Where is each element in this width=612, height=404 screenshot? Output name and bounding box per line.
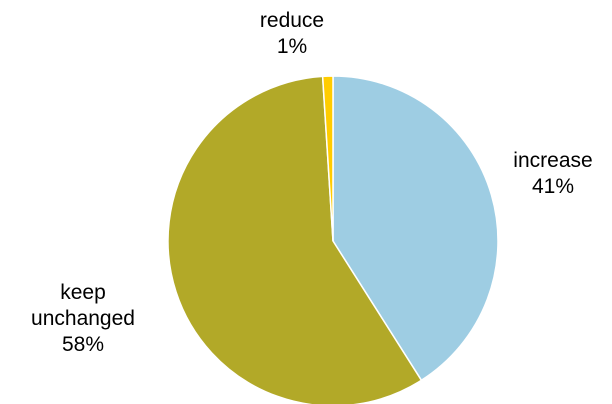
label-keep-value: 58%: [61, 333, 105, 356]
pie-slice-reduce: [321, 75, 334, 242]
label-keep-name: keep: [60, 281, 106, 304]
label-increase: increase 41%: [494, 148, 612, 200]
pie-slice-increase: [332, 75, 499, 382]
label-reduce-name: reduce: [259, 9, 325, 32]
label-reduce: reduce 1%: [238, 8, 346, 60]
label-reduce-value: 1%: [276, 35, 308, 58]
label-keep-unchanged: keep unchanged 58%: [8, 280, 158, 358]
label-increase-name: increase: [513, 149, 593, 172]
label-keep-name-line2: unchanged: [31, 307, 135, 330]
label-increase-value: 41%: [531, 175, 575, 198]
pie-slice-keep-unchanged: [167, 75, 423, 404]
